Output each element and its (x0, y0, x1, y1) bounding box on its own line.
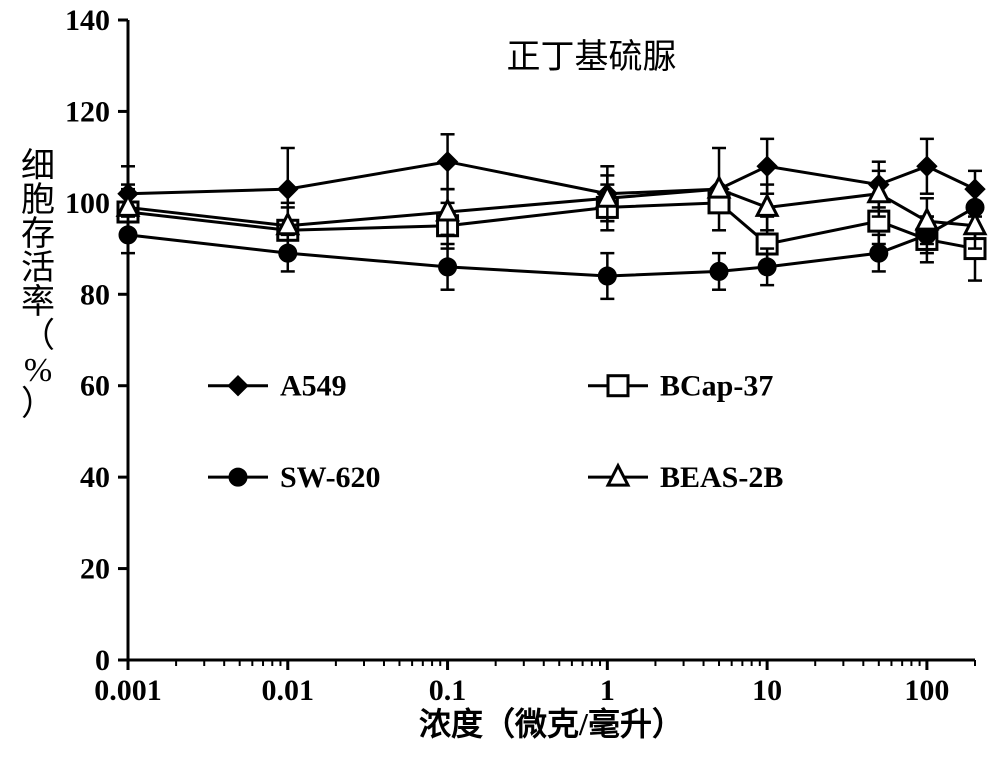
svg-text:1: 1 (600, 674, 615, 707)
chart-container: 细 胞 存 活 率 （ % ） 0204060801001201400.0010… (0, 0, 1000, 757)
svg-text:10: 10 (752, 674, 782, 707)
svg-text:0.001: 0.001 (94, 674, 162, 707)
series-SW-620 (119, 189, 984, 299)
y-axis-label: 细 胞 存 活 率 （ % ） (18, 150, 58, 422)
svg-text:40: 40 (80, 461, 110, 494)
svg-text:0: 0 (95, 644, 110, 677)
series-BCap-37 (118, 185, 985, 281)
svg-text:100: 100 (65, 187, 110, 220)
svg-text:100: 100 (904, 674, 949, 707)
legend-label-SW-620: SW-620 (280, 461, 381, 494)
svg-text:60: 60 (80, 370, 110, 403)
legend-label-A549: A549 (280, 370, 347, 403)
chart-title: 正丁基硫脲 (507, 38, 677, 76)
legend-label-BEAS-2B: BEAS-2B (660, 461, 783, 494)
legend: A549 BCap-37 SW-620 BEAS-2B (208, 370, 783, 494)
svg-text:0.1: 0.1 (429, 674, 467, 707)
svg-text:20: 20 (80, 553, 110, 586)
series-A549 (118, 134, 985, 230)
svg-text:120: 120 (65, 95, 110, 128)
x-axis-label: 浓度（微克/毫升） (419, 706, 684, 742)
chart-svg: 0 20 40 60 80 100 120 140 0.001 0.01 0.1 1 10 100 正丁基硫… (0, 0, 1000, 757)
legend-label-BCap-37: BCap-37 (660, 370, 773, 403)
svg-text:0.01: 0.01 (262, 674, 315, 707)
svg-text:80: 80 (80, 278, 110, 311)
svg-text:140: 140 (65, 4, 110, 37)
